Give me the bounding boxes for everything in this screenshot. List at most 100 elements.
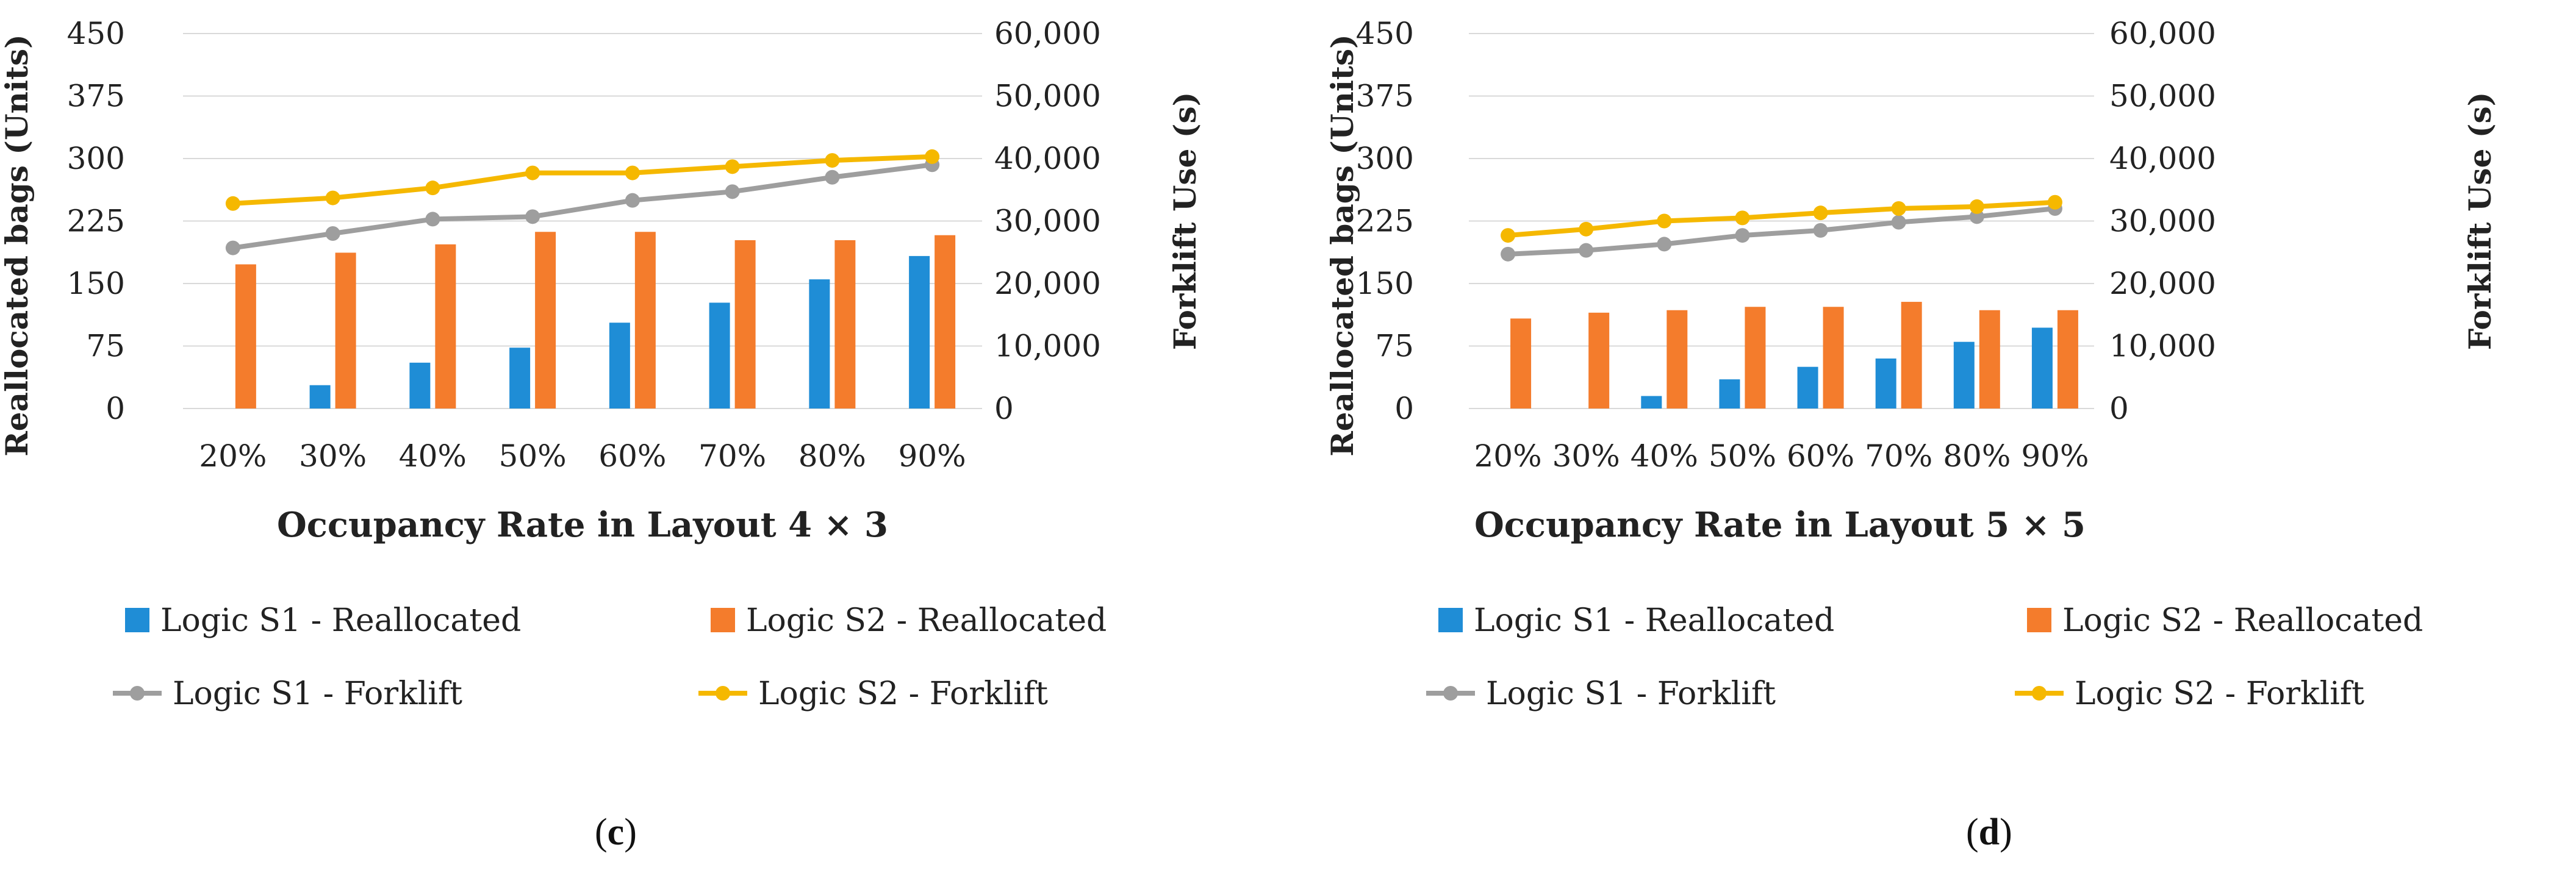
left-axis-tick-label: 375	[1356, 79, 1414, 114]
x-tick-label: 80%	[1943, 438, 2011, 474]
bar-logic-s2-reallocated	[1588, 312, 1610, 409]
legend-label-logic-s2-reallocated: Logic S2 - Reallocated	[746, 602, 1107, 639]
point-logic-s2-forklift	[1657, 213, 1672, 229]
bar-logic-s1-reallocated	[1875, 359, 1896, 409]
left-axis-title: Reallocated bags (Units)	[0, 34, 35, 457]
bar-logic-s2-reallocated	[1901, 302, 1922, 409]
point-logic-s1-forklift	[1579, 243, 1594, 258]
bar-logic-s2-reallocated	[935, 235, 956, 409]
bar-logic-s2-reallocated	[1510, 318, 1532, 409]
bar-logic-s1-reallocated	[509, 348, 531, 409]
right-axis-tick-label: 0	[994, 391, 1014, 426]
bar-logic-s1-reallocated	[309, 385, 331, 409]
right-axis-title: Forklift Use (s)	[1167, 92, 1203, 351]
point-logic-s2-forklift	[2047, 194, 2062, 210]
left-axis-tick-label: 0	[1394, 391, 1414, 426]
x-tick-label: 20%	[1474, 438, 1541, 474]
right-axis-tick-label: 50,000	[2109, 79, 2216, 114]
x-axis-title: Occupancy Rate in Layout 5 × 5	[1474, 505, 2086, 545]
bar-logic-s2-reallocated	[435, 244, 456, 409]
legend-swatch-logic-s2-reallocated	[2027, 608, 2051, 632]
point-logic-s1-forklift	[1891, 215, 1906, 230]
bar-logic-s2-reallocated	[335, 252, 356, 409]
line-logic-s1-forklift	[232, 162, 933, 251]
point-logic-s1-forklift	[325, 226, 340, 241]
x-tick-label: 60%	[598, 438, 666, 474]
right-axis-tick-label: 10,000	[2109, 329, 2216, 364]
x-tick-label: 70%	[698, 438, 766, 474]
left-axis-tick-label: 450	[1356, 16, 1414, 51]
point-logic-s1-forklift	[1735, 228, 1750, 243]
right-axis-tick-label: 10,000	[994, 329, 1101, 364]
legend-label-logic-s1-forklift: Logic S1 - Forklift	[1486, 676, 1776, 712]
legend-label-logic-s2-forklift: Logic S2 - Forklift	[758, 676, 1048, 712]
point-logic-s2-forklift	[525, 165, 540, 180]
right-axis-tick-label: 40,000	[994, 141, 1101, 176]
point-logic-s2-forklift	[825, 153, 840, 168]
point-logic-s2-forklift	[625, 165, 640, 180]
bar-logic-s2-reallocated	[2057, 310, 2078, 409]
left-axis-tick-label: 150	[67, 266, 125, 301]
legend-label-logic-s1-reallocated: Logic S1 - Reallocated	[1474, 602, 1834, 639]
point-logic-s2-forklift	[1969, 199, 1984, 214]
point-logic-s1-forklift	[725, 184, 740, 199]
chart-panel-d: 0 75 150 225 300 375 450 0 10,000 20,000 30,000 40,…	[1324, 0, 2576, 892]
bar-logic-s2-reallocated	[734, 240, 756, 409]
legend-marker-logic-s1-forklift	[130, 686, 145, 701]
legend-label-logic-s2-forklift: Logic S2 - Forklift	[2075, 676, 2364, 712]
bar-logic-s1-reallocated	[1797, 366, 1818, 409]
legend-marker-logic-s2-forklift	[716, 686, 730, 701]
x-tick-label: 40%	[399, 438, 467, 474]
bar-logic-s1-reallocated	[1719, 379, 1740, 409]
bar-logic-s2-reallocated	[1823, 307, 1844, 409]
panel-label-d: (d)	[1966, 812, 2012, 853]
left-axis-tick-label: 225	[67, 204, 125, 239]
point-logic-s2-forklift	[325, 190, 340, 205]
line-logic-s2-forklift	[232, 154, 933, 206]
right-axis-title: Forklift Use (s)	[2462, 92, 2498, 351]
x-tick-label: 50%	[1709, 438, 1776, 474]
x-tick-label: 40%	[1631, 438, 1698, 474]
left-axis-tick-label: 300	[67, 141, 125, 176]
x-tick-label: 90%	[2021, 438, 2089, 474]
bar-logic-s1-reallocated	[2031, 327, 2053, 409]
point-logic-s1-forklift	[1657, 237, 1672, 252]
chart-panel-c: 0 75 150 225 300 375 450 0 10,000 20,000 30,000 40,…	[0, 0, 1250, 892]
right-axis-tick-label: 60,000	[994, 16, 1101, 51]
point-logic-s2-forklift	[925, 149, 940, 164]
legend-label-logic-s2-reallocated: Logic S2 - Reallocated	[2062, 602, 2423, 639]
point-logic-s2-forklift	[1813, 205, 1828, 221]
left-axis-tick-label: 300	[1356, 141, 1414, 176]
right-axis-tick-label: 30,000	[2109, 204, 2216, 239]
legend-label-logic-s1-forklift: Logic S1 - Forklift	[173, 676, 462, 712]
right-axis-tick-label: 20,000	[994, 266, 1101, 301]
x-tick-label: 90%	[899, 438, 966, 474]
x-tick-label: 60%	[1787, 438, 1854, 474]
chart-d-svg: 0 75 150 225 300 375 450 0 10,000 20,000 30,000 40,…	[1324, 16, 2498, 712]
left-axis-tick-label: 375	[67, 79, 125, 114]
right-axis-tick-label: 0	[2109, 391, 2129, 426]
left-axis-title: Reallocated bags (Units)	[1326, 34, 1360, 457]
point-logic-s2-forklift	[225, 196, 240, 211]
bar-logic-s2-reallocated	[1667, 310, 1688, 409]
right-axis-tick-label: 20,000	[2109, 266, 2216, 301]
left-axis-tick-label: 0	[106, 391, 125, 426]
left-axis-tick-label: 225	[1356, 204, 1414, 239]
point-logic-s1-forklift	[1501, 246, 1516, 262]
point-logic-s1-forklift	[625, 193, 640, 208]
legend-swatch-logic-s1-reallocated	[1438, 608, 1463, 632]
right-axis-tick-label: 30,000	[994, 204, 1101, 239]
legend-label-logic-s1-reallocated: Logic S1 - Reallocated	[160, 602, 521, 639]
bar-logic-s2-reallocated	[834, 240, 856, 409]
point-logic-s2-forklift	[425, 180, 440, 196]
legend-marker-logic-s2-forklift	[2032, 686, 2047, 701]
point-logic-s2-forklift	[1579, 221, 1594, 237]
left-axis-tick-label: 150	[1356, 266, 1414, 301]
x-tick-label: 80%	[798, 438, 866, 474]
point-logic-s1-forklift	[1813, 223, 1828, 238]
right-axis-tick-label: 60,000	[2109, 16, 2216, 51]
bar-logic-s1-reallocated	[909, 255, 930, 409]
bar-logic-s1-reallocated	[1641, 396, 1662, 409]
left-axis-tick-label: 75	[86, 329, 125, 364]
bar-logic-s2-reallocated	[535, 232, 556, 409]
